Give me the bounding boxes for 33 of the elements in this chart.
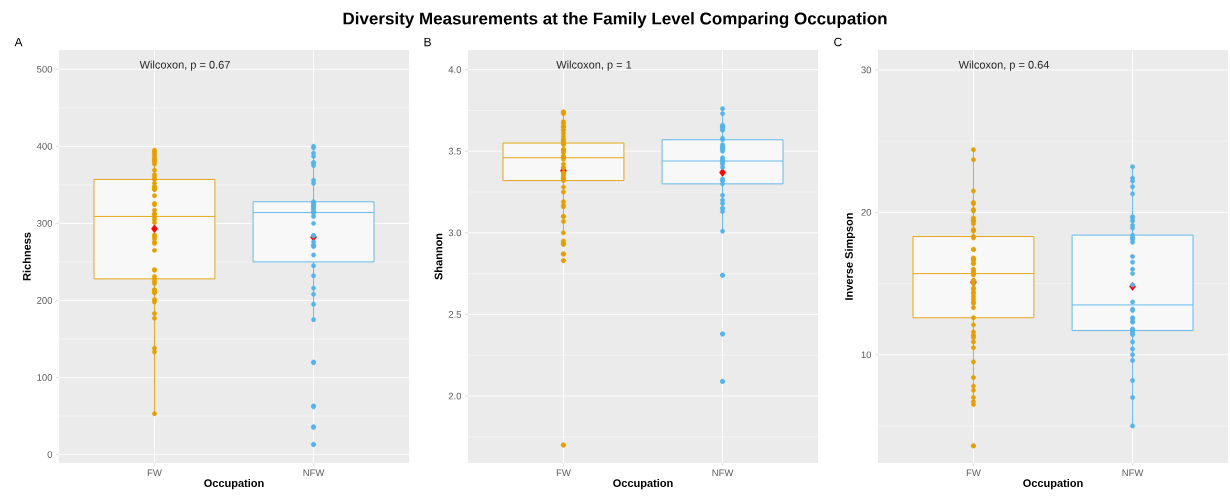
y-tick-label: 100 — [37, 374, 53, 381]
x-tick-label: FW — [147, 469, 162, 477]
y-tick-label: 400 — [36, 142, 53, 150]
y-tick-label: 10 — [861, 351, 872, 359]
annotation: Wilcoxon, p = 0.67 — [139, 60, 230, 71]
y-axis-title: Shannon — [434, 233, 443, 280]
x-tick-label: FW — [966, 469, 981, 477]
y-tick-label: 0 — [47, 451, 53, 458]
y-axis-title: Inverse Simpson — [844, 213, 856, 300]
y-axis-title: Richness — [22, 232, 31, 281]
chart-title: Diversity Measurements at the Family Level Comparing Occupation — [343, 12, 887, 28]
y-tick-label: 2.0 — [448, 392, 462, 400]
y-tick-label: 3.0 — [448, 229, 462, 237]
y-tick-label: 20 — [861, 208, 872, 216]
y-tick-label: 500 — [37, 65, 53, 73]
y-tick-label: 4.0 — [448, 66, 462, 73]
chart-subtitle: A — [14, 37, 23, 47]
x-tick-label: NFW — [1122, 469, 1144, 477]
x-axis-title: Occupation — [1023, 478, 1083, 490]
x-axis-title: Occupation — [613, 478, 673, 490]
annotation: Wilcoxon, p = 1 — [556, 60, 632, 71]
chart-subtitle: B — [424, 37, 431, 47]
x-axis-title: Occupation — [204, 478, 264, 490]
chart-subtitle: C — [834, 37, 842, 47]
y-tick-label: 300 — [36, 220, 53, 227]
x-tick-label: FW — [556, 469, 571, 477]
y-tick-label: 2.5 — [448, 311, 462, 318]
y-tick-label: 3.5 — [448, 147, 462, 155]
y-tick-label: 200 — [37, 297, 53, 304]
x-tick-label: NFW — [303, 469, 325, 477]
y-tick-label: 30 — [861, 66, 872, 74]
annotation: Wilcoxon, p = 0.64 — [958, 60, 1050, 71]
x-tick-label: NFW — [712, 469, 734, 477]
